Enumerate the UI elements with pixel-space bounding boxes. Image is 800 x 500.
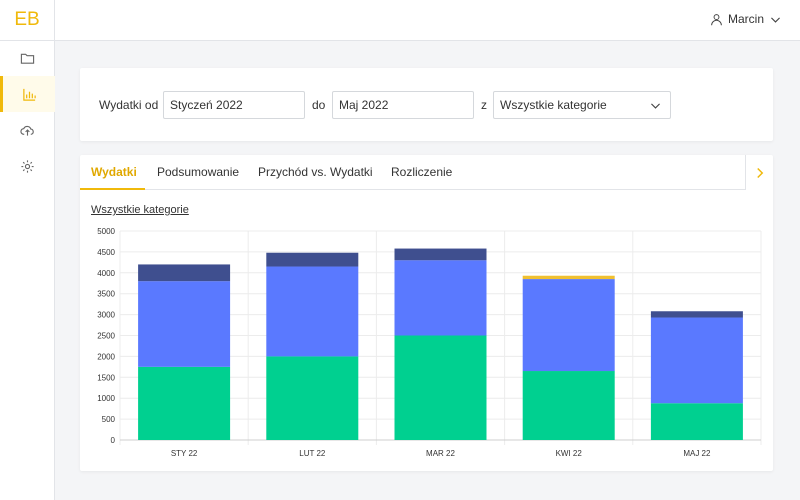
- category-select[interactable]: Wszystkie kategorie: [493, 91, 671, 119]
- to-label: do: [312, 98, 326, 112]
- active-tab-indicator: [80, 188, 145, 190]
- sidebar-item-folders[interactable]: [0, 40, 55, 76]
- bar-segment-0[interactable]: [394, 335, 487, 441]
- app-logo[interactable]: EB: [0, 0, 54, 41]
- gear-icon: [21, 159, 34, 173]
- bar-segment-0[interactable]: [266, 356, 359, 440]
- y-tick-label: 0: [111, 436, 116, 445]
- tab-income-vs-expenses[interactable]: Przychód vs. Wydatki: [258, 165, 373, 179]
- cloud-upload-icon: [20, 125, 34, 136]
- bar-segment-0[interactable]: [522, 371, 615, 440]
- top-bar: Marcin: [55, 0, 800, 41]
- bar-segment-2[interactable]: [394, 248, 487, 261]
- sidebar-item-upload[interactable]: [0, 112, 55, 148]
- tabs-scroll-right-button[interactable]: [745, 155, 773, 190]
- bar-segment-1[interactable]: [522, 279, 615, 372]
- chart-category-title[interactable]: Wszystkie kategorie: [91, 204, 189, 216]
- sidebar: EB: [0, 0, 55, 500]
- y-tick-label: 1000: [97, 394, 115, 403]
- y-tick-label: 5000: [97, 227, 115, 236]
- sidebar-item-charts[interactable]: [0, 76, 55, 112]
- chevron-down-icon: [651, 102, 660, 109]
- bar-segment-1[interactable]: [138, 281, 231, 367]
- category-select-value: Wszystkie kategorie: [500, 98, 607, 112]
- y-tick-label: 4500: [97, 248, 115, 257]
- bar-segment-1[interactable]: [650, 317, 743, 404]
- chevron-down-icon: [771, 16, 780, 23]
- chart-panel: 0 500 1000 1500 2000 2500 3000 3500 4000 4500 5000…: [80, 155, 773, 471]
- bar-chart-icon: [22, 88, 36, 101]
- x-tick-label: KWI 22: [556, 449, 583, 458]
- date-to-input[interactable]: Maj 2022: [332, 91, 474, 119]
- chevron-right-icon: [756, 167, 763, 178]
- sidebar-item-settings[interactable]: [0, 148, 55, 184]
- tab-settlement[interactable]: Rozliczenie: [391, 165, 453, 179]
- user-name: Marcin: [727, 12, 764, 26]
- y-tick-label: 1500: [97, 373, 115, 382]
- x-tick-label: MAJ 22: [683, 449, 711, 458]
- bar-segment-0[interactable]: [138, 366, 231, 440]
- y-tick-label: 2000: [97, 352, 115, 361]
- category-label: z: [481, 98, 487, 112]
- bar-segment-3[interactable]: [522, 275, 615, 280]
- y-tick-label: 4000: [97, 269, 115, 278]
- y-tick-label: 500: [102, 415, 116, 424]
- bar-segment-0[interactable]: [650, 403, 743, 440]
- from-label: Wydatki od: [99, 98, 159, 112]
- bar-segment-2[interactable]: [138, 264, 231, 282]
- bar-segment-1[interactable]: [266, 266, 359, 357]
- x-tick-label: MAR 22: [426, 449, 455, 458]
- tab-summary[interactable]: Podsumowanie: [157, 165, 240, 179]
- y-tick-label: 3000: [97, 311, 115, 320]
- bar-segment-2[interactable]: [650, 311, 743, 318]
- user-menu[interactable]: Marcin: [710, 12, 782, 26]
- y-tick-label: 3500: [97, 290, 115, 299]
- date-from-input[interactable]: Styczeń 2022: [163, 91, 305, 119]
- x-tick-label: STY 22: [171, 449, 198, 458]
- stacked-bar-chart: 0 500 1000 1500 2000 2500 3000 3500 4000 4500 5000…: [97, 227, 762, 458]
- y-tick-label: 2500: [97, 332, 115, 341]
- bar-segment-1[interactable]: [394, 260, 487, 336]
- user-icon: [711, 13, 722, 25]
- filter-panel: Wydatki od Styczeń 2022 do Maj 2022 z Ws…: [80, 68, 773, 141]
- tab-expenses[interactable]: Wydatki: [91, 165, 137, 179]
- folder-icon: [20, 53, 35, 64]
- bar-segment-2[interactable]: [266, 252, 359, 267]
- tab-bar: Wydatki Podsumowanie Przychód vs. Wydatk…: [80, 155, 745, 190]
- x-tick-label: LUT 22: [299, 449, 326, 458]
